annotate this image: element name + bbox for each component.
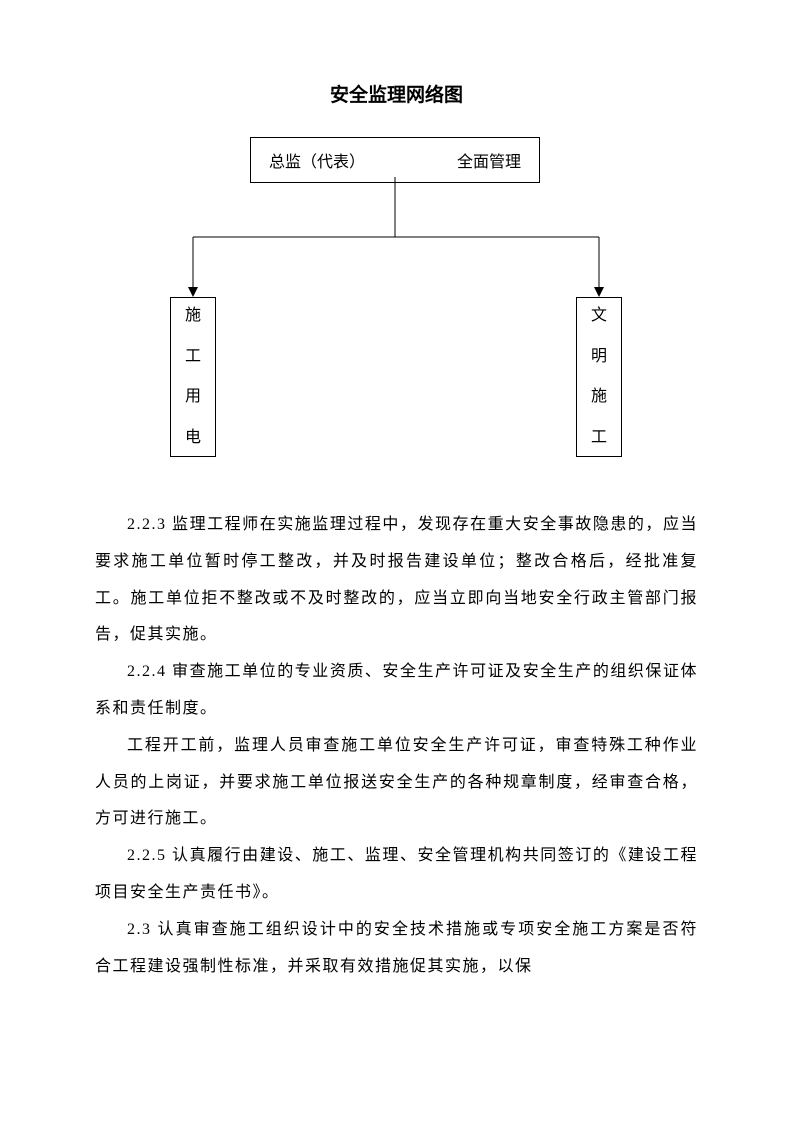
paragraph: 2.2.3 监理工程师在实施监理过程中，发现存在重大安全事故隐患的，应当要求施工…: [95, 507, 698, 654]
top-node: 总监（代表） 全面管理: [250, 137, 540, 183]
top-node-right-label: 全面管理: [457, 148, 521, 172]
bottom-right-char: 明: [591, 349, 607, 365]
bottom-left-char: 施: [185, 308, 201, 324]
bottom-left-char: 工: [185, 349, 201, 365]
top-node-left-label: 总监（代表）: [269, 148, 365, 172]
paragraph: 工程开工前，监理人员审查施工单位安全生产许可证，审查特殊工种作业人员的上岗证，并…: [95, 728, 698, 838]
bottom-right-char: 工: [591, 430, 607, 446]
bottom-right-char: 文: [591, 308, 607, 324]
bottom-left-char: 用: [185, 389, 201, 405]
bottom-left-node: 施 工 用 电: [170, 297, 216, 457]
paragraph: 2.2.4 审查施工单位的专业资质、安全生产许可证及安全生产的组织保证体系和责任…: [95, 654, 698, 728]
page-title: 安全监理网络图: [95, 80, 698, 107]
bottom-right-char: 施: [591, 389, 607, 405]
network-diagram: 总监（代表） 全面管理 施 工 用 电 文 明 施 工: [95, 137, 698, 477]
bottom-left-char: 电: [185, 430, 201, 446]
paragraph: 2.3 认真审查施工组织设计中的安全技术措施或专项安全施工方案是否符合工程建设强…: [95, 912, 698, 986]
body-text: 2.2.3 监理工程师在实施监理过程中，发现存在重大安全事故隐患的，应当要求施工…: [95, 507, 698, 985]
bottom-right-node: 文 明 施 工: [576, 297, 622, 457]
paragraph: 2.2.5 认真履行由建设、施工、监理、安全管理机构共同签订的《建设工程项目安全…: [95, 838, 698, 912]
